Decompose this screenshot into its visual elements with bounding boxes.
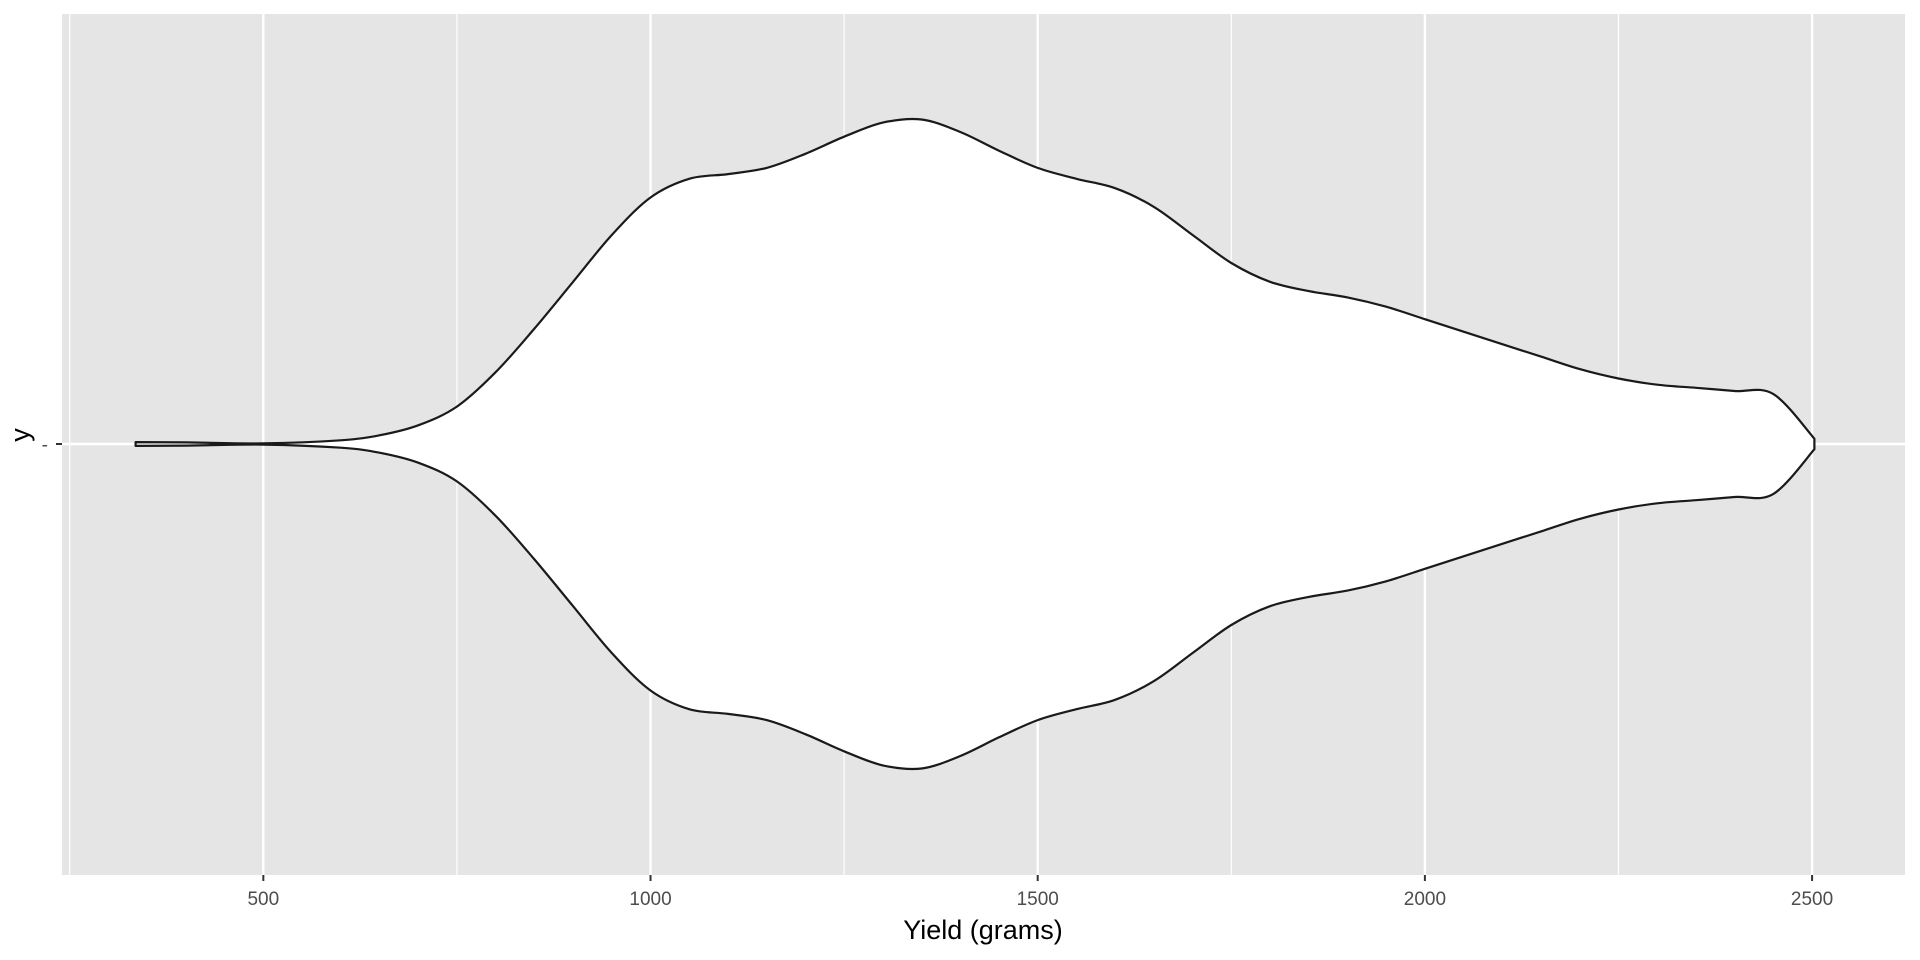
x-axis: 500 1000 1500 2000 2500: [247, 875, 1833, 910]
x-axis-tick-label: 500: [247, 889, 279, 910]
violin-shape: [134, 117, 1816, 771]
y-axis-title: y: [5, 428, 35, 442]
x-axis-tick-label: 2500: [1791, 889, 1833, 910]
y-axis: -: [42, 435, 62, 456]
x-axis-tick-label: 1500: [1017, 889, 1059, 910]
x-axis-tick-label: 1000: [629, 889, 671, 910]
x-axis-title: Yield (grams): [903, 915, 1063, 945]
x-axis-tick-label: 2000: [1404, 889, 1446, 910]
y-axis-tick-label: -: [42, 435, 48, 456]
